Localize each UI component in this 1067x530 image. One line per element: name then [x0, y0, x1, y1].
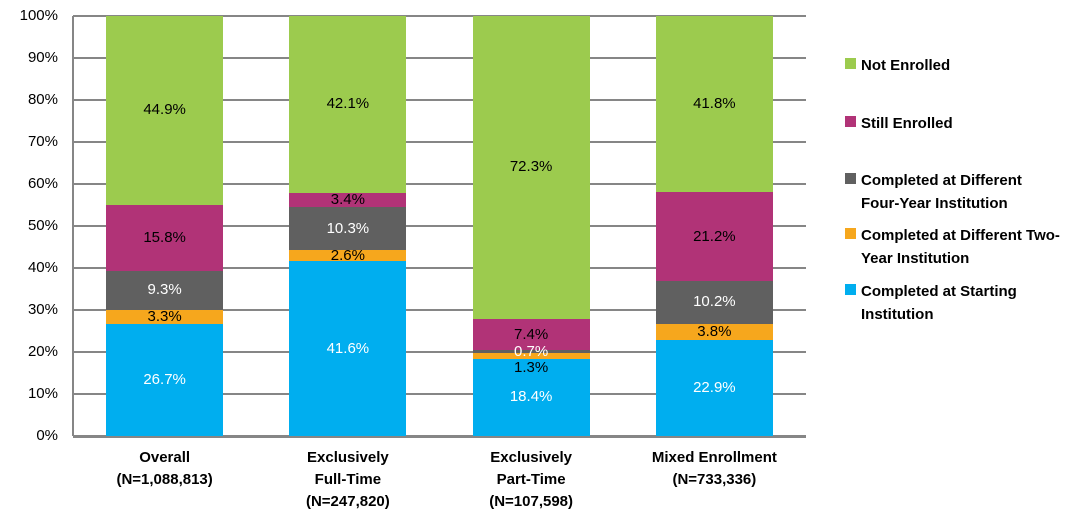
y-axis-label: 80% — [27, 91, 58, 108]
gridline — [73, 99, 806, 101]
legend-swatch — [845, 284, 856, 295]
bar-segment — [289, 16, 407, 193]
segment-label: 3.4% — [330, 190, 365, 208]
gridline — [73, 57, 806, 59]
category-label-line: Exclusively — [490, 449, 572, 466]
segment-label: 0.7% — [514, 342, 549, 360]
segment-label: 3.3% — [147, 307, 182, 325]
bar: 44.9% 15.8% 9.3% 3.3% 26.7% — [106, 16, 224, 436]
legend-item: Completed at Starting Institution — [845, 280, 1060, 326]
bar-segment — [106, 204, 224, 271]
segment-label: 15.8% — [143, 228, 186, 246]
bar-segment — [106, 310, 224, 324]
bar-segment — [472, 350, 590, 354]
category-label-line: Part-Time — [496, 471, 566, 488]
bar-segment — [106, 16, 224, 205]
y-axis-label: 10% — [27, 385, 58, 402]
segment-label: 72.3% — [509, 158, 553, 176]
y-axis-label: 30% — [27, 301, 58, 318]
y-axis-label: 70% — [27, 133, 58, 150]
gridline — [73, 183, 806, 185]
y-axis-label: 90% — [27, 49, 58, 66]
segment-label: 3.8% — [697, 322, 732, 340]
bar-segment — [655, 192, 773, 282]
category-label-line: Full-Time — [314, 471, 382, 488]
y-axis-label: 50% — [27, 217, 58, 234]
category-label-line: (N=247,820) — [305, 493, 390, 510]
legend-label: Completed at Different Two-Year Institut… — [861, 227, 1060, 267]
gridline — [73, 15, 806, 17]
category-label-line: (N=1,088,813) — [116, 471, 213, 488]
gridline — [73, 225, 806, 227]
legend-label: Still Enrolled — [861, 115, 953, 132]
y-axis-label: 100% — [19, 7, 58, 24]
category-label: Mixed Enrollment (N=733,336) — [623, 447, 806, 491]
segment-label: 10.3% — [326, 219, 370, 237]
bar-segment — [655, 323, 773, 340]
gridline — [73, 309, 806, 311]
gridline — [73, 141, 806, 143]
segment-label: 21.2% — [693, 227, 736, 245]
plot-area: 44.9% 15.8% 9.3% 3.3% 26.7% 42.1% 3.4% 10.3% 2.6… — [72, 15, 806, 438]
segment-label: 42.1% — [326, 95, 370, 113]
bar-segment — [655, 281, 773, 324]
legend-label: Completed at Different Four-Year Institu… — [861, 172, 1022, 212]
bar-segment — [472, 358, 590, 436]
y-axis-label: 20% — [27, 343, 58, 360]
segment-label: 7.4% — [514, 325, 549, 343]
category-label: Overall (N=1,088,813) — [73, 447, 256, 491]
segment-label: 22.9% — [693, 378, 736, 396]
legend-label: Completed at Starting Institution — [861, 283, 1017, 323]
segment-label: 41.6% — [326, 339, 370, 357]
category-label-line: (N=733,336) — [672, 471, 757, 488]
y-axis-label: 60% — [27, 175, 58, 192]
segment-label: 26.7% — [143, 370, 186, 388]
bar-segment — [106, 270, 224, 310]
y-axis-label: 0% — [36, 427, 58, 444]
legend-item: Still Enrolled — [845, 112, 1060, 135]
bar-segment — [106, 323, 224, 436]
legend-item: Not Enrolled — [845, 54, 1060, 77]
bar-segment — [289, 207, 407, 251]
y-axis-label: 40% — [27, 259, 58, 276]
bar: 72.3% 7.4% 0.7% 1.3% 18.4% — [472, 15, 590, 436]
segment-label: 9.3% — [147, 281, 182, 299]
segment-label: 18.4% — [509, 388, 553, 406]
category-label-line: Overall — [139, 449, 191, 466]
category-label-line: Mixed Enrollment — [651, 449, 777, 466]
legend-item: Completed at Different Four-Year Institu… — [845, 169, 1060, 215]
bar: 42.1% 3.4% 10.3% 2.6% 41.6% — [289, 16, 407, 436]
legend-item: Completed at Different Two-Year Institut… — [845, 224, 1060, 270]
bar-segment — [655, 339, 773, 436]
gridline — [73, 393, 806, 395]
bar-segment — [472, 319, 590, 351]
bar-segment — [289, 192, 407, 208]
gridline — [73, 351, 806, 353]
segment-label: 1.3% — [514, 358, 549, 376]
x-axis-line — [73, 435, 806, 438]
segment-label: 44.9% — [143, 101, 186, 119]
legend-swatch — [845, 228, 856, 239]
legend-label: Not Enrolled — [861, 57, 951, 74]
bar-segment — [289, 261, 407, 436]
legend-swatch — [845, 173, 856, 184]
y-axis-line — [72, 16, 74, 436]
segment-label: 2.6% — [330, 246, 365, 264]
bar-segment — [472, 353, 590, 359]
bar-segment — [289, 250, 407, 262]
category-label: Exclusively Part-Time (N=107,598) — [440, 447, 623, 513]
category-label-line: (N=107,598) — [489, 493, 574, 510]
bar-segment — [472, 15, 590, 320]
gridline — [73, 267, 806, 269]
bar: 41.8% 21.2% 10.2% 3.8% 22.9% — [655, 16, 773, 436]
category-label: Exclusively Full-Time (N=247,820) — [256, 447, 439, 513]
segment-label: 10.2% — [693, 293, 736, 311]
segment-label: 41.8% — [693, 95, 736, 113]
legend-swatch — [845, 116, 856, 127]
legend-swatch — [845, 58, 856, 69]
bar-segment — [655, 16, 773, 192]
category-label-line: Exclusively — [307, 449, 389, 466]
